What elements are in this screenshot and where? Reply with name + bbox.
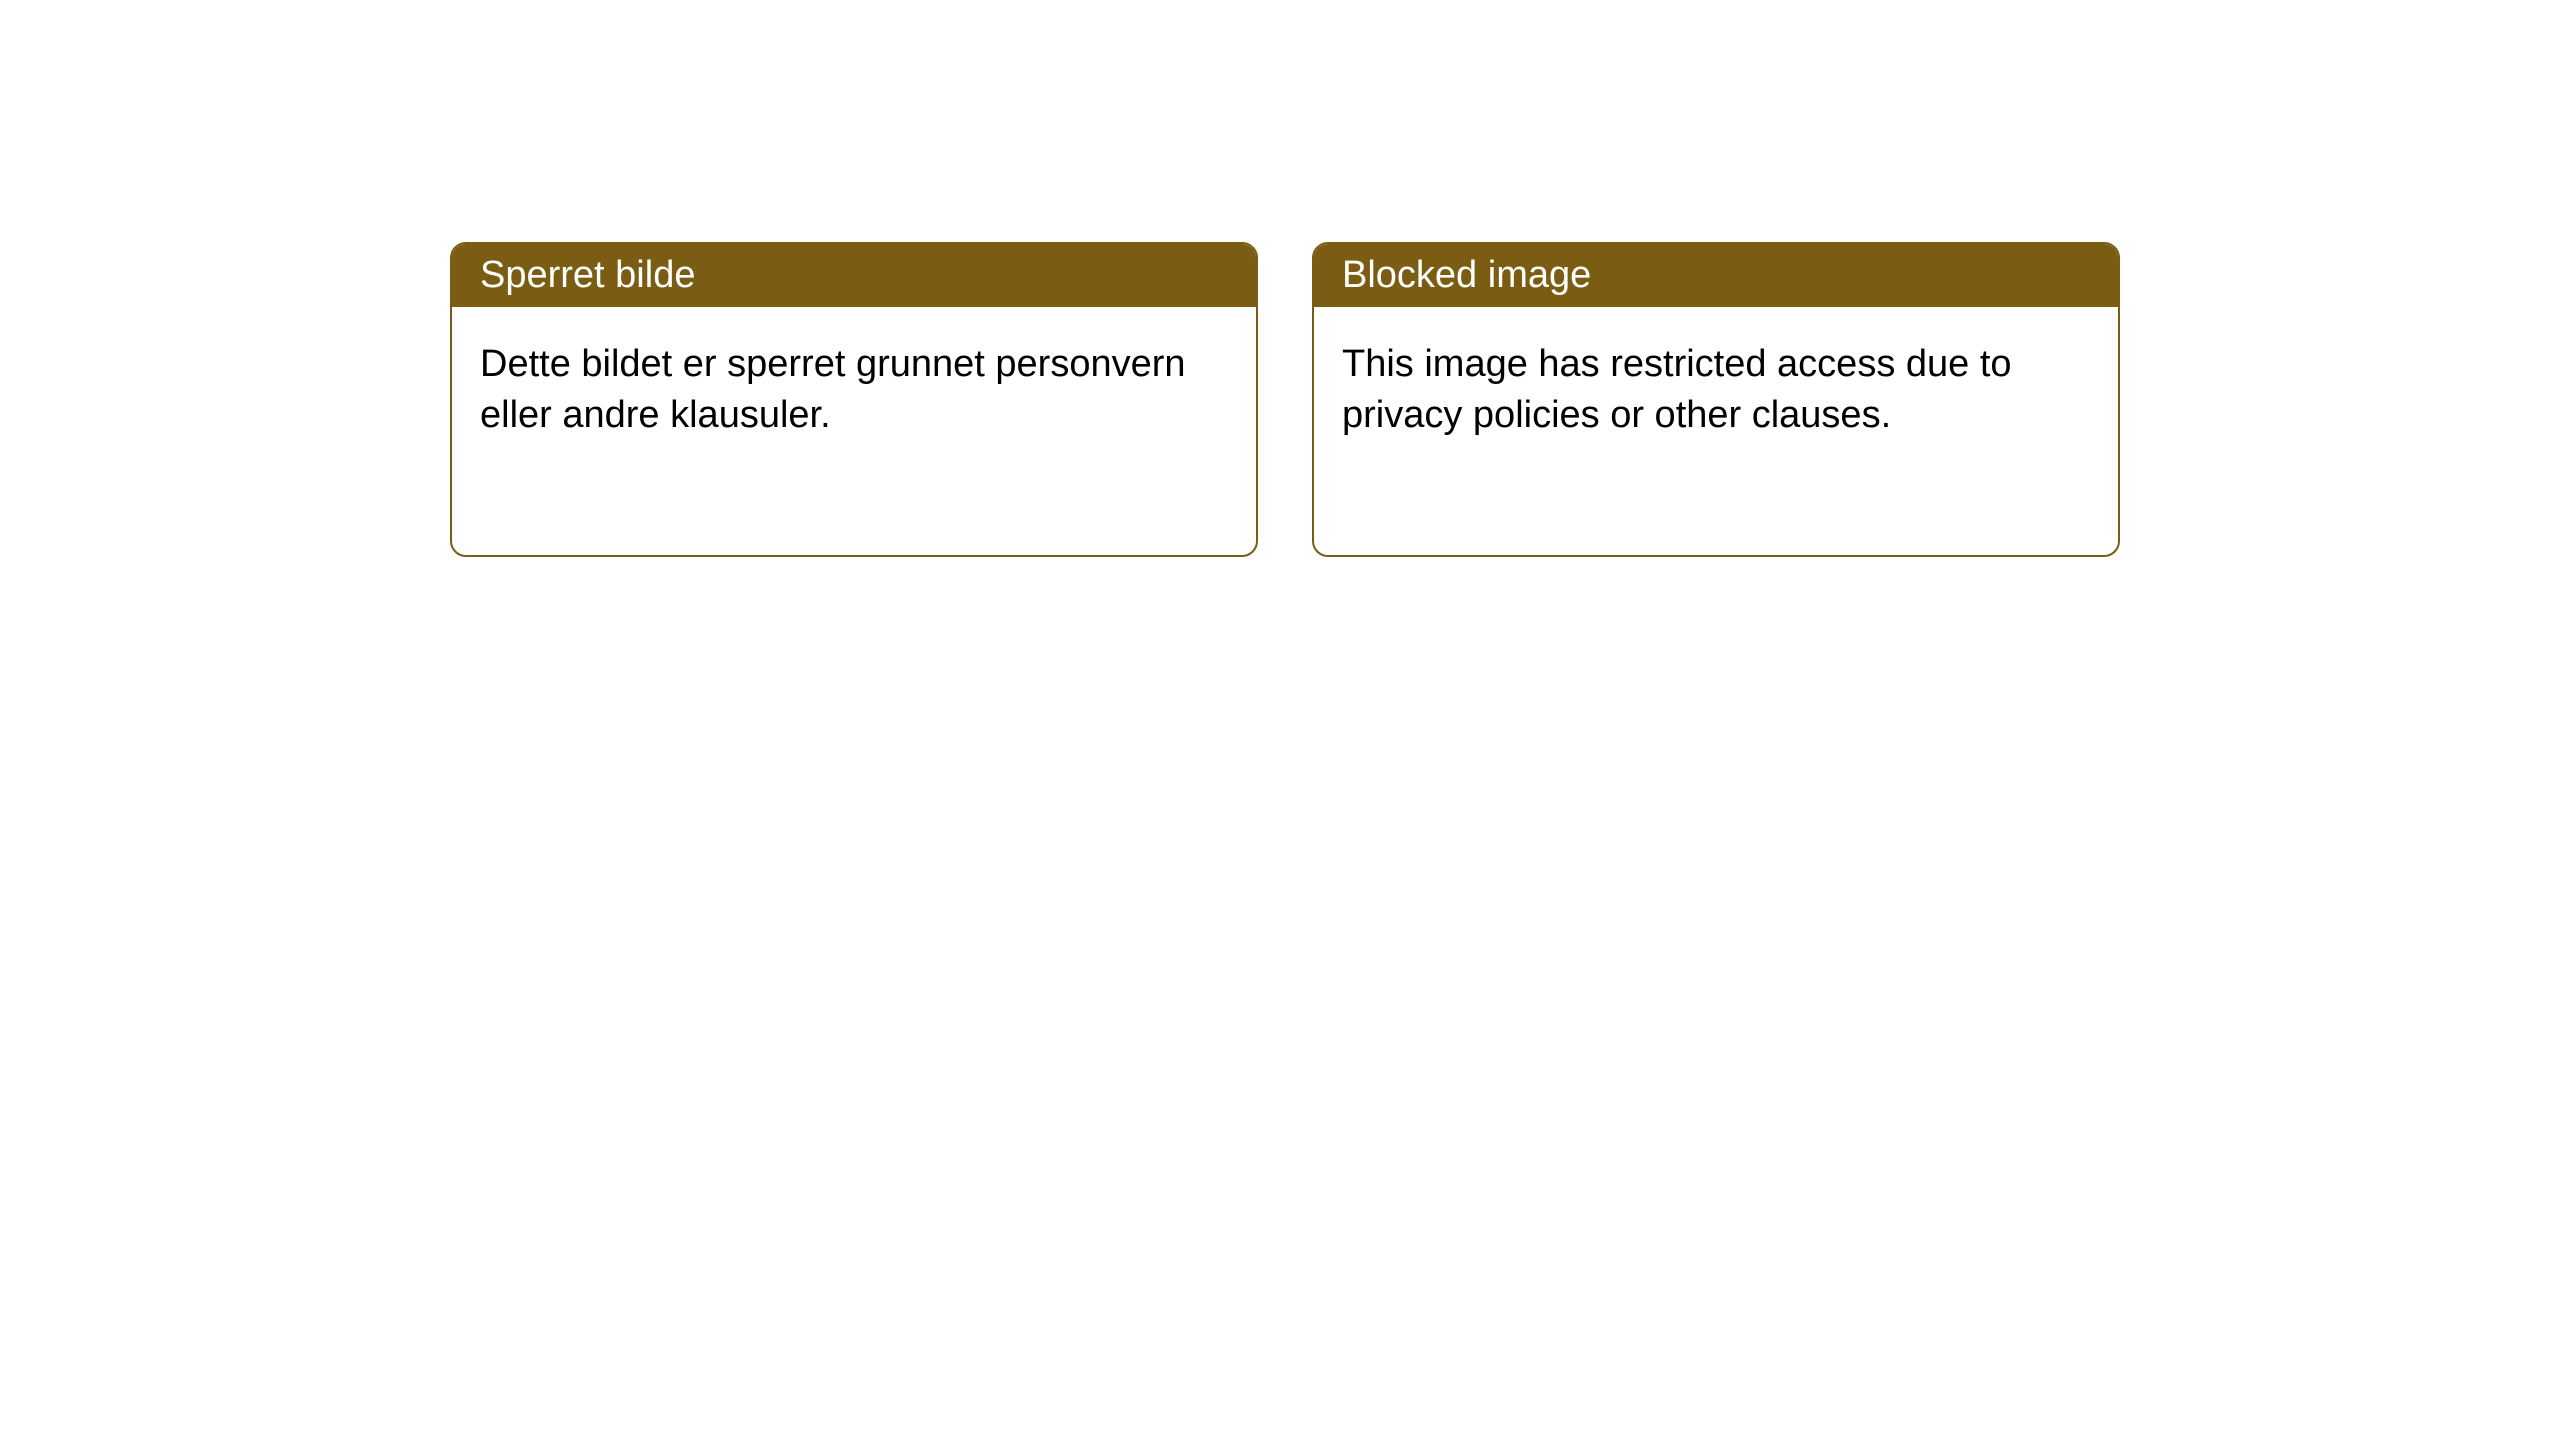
notice-card-title: Blocked image — [1314, 244, 2118, 307]
notice-card-body: Dette bildet er sperret grunnet personve… — [452, 307, 1256, 555]
notice-card-english: Blocked image This image has restricted … — [1312, 242, 2120, 557]
notice-card-norwegian: Sperret bilde Dette bildet er sperret gr… — [450, 242, 1258, 557]
notice-card-title: Sperret bilde — [452, 244, 1256, 307]
notice-card-body: This image has restricted access due to … — [1314, 307, 2118, 555]
notice-container: Sperret bilde Dette bildet er sperret gr… — [0, 0, 2560, 557]
